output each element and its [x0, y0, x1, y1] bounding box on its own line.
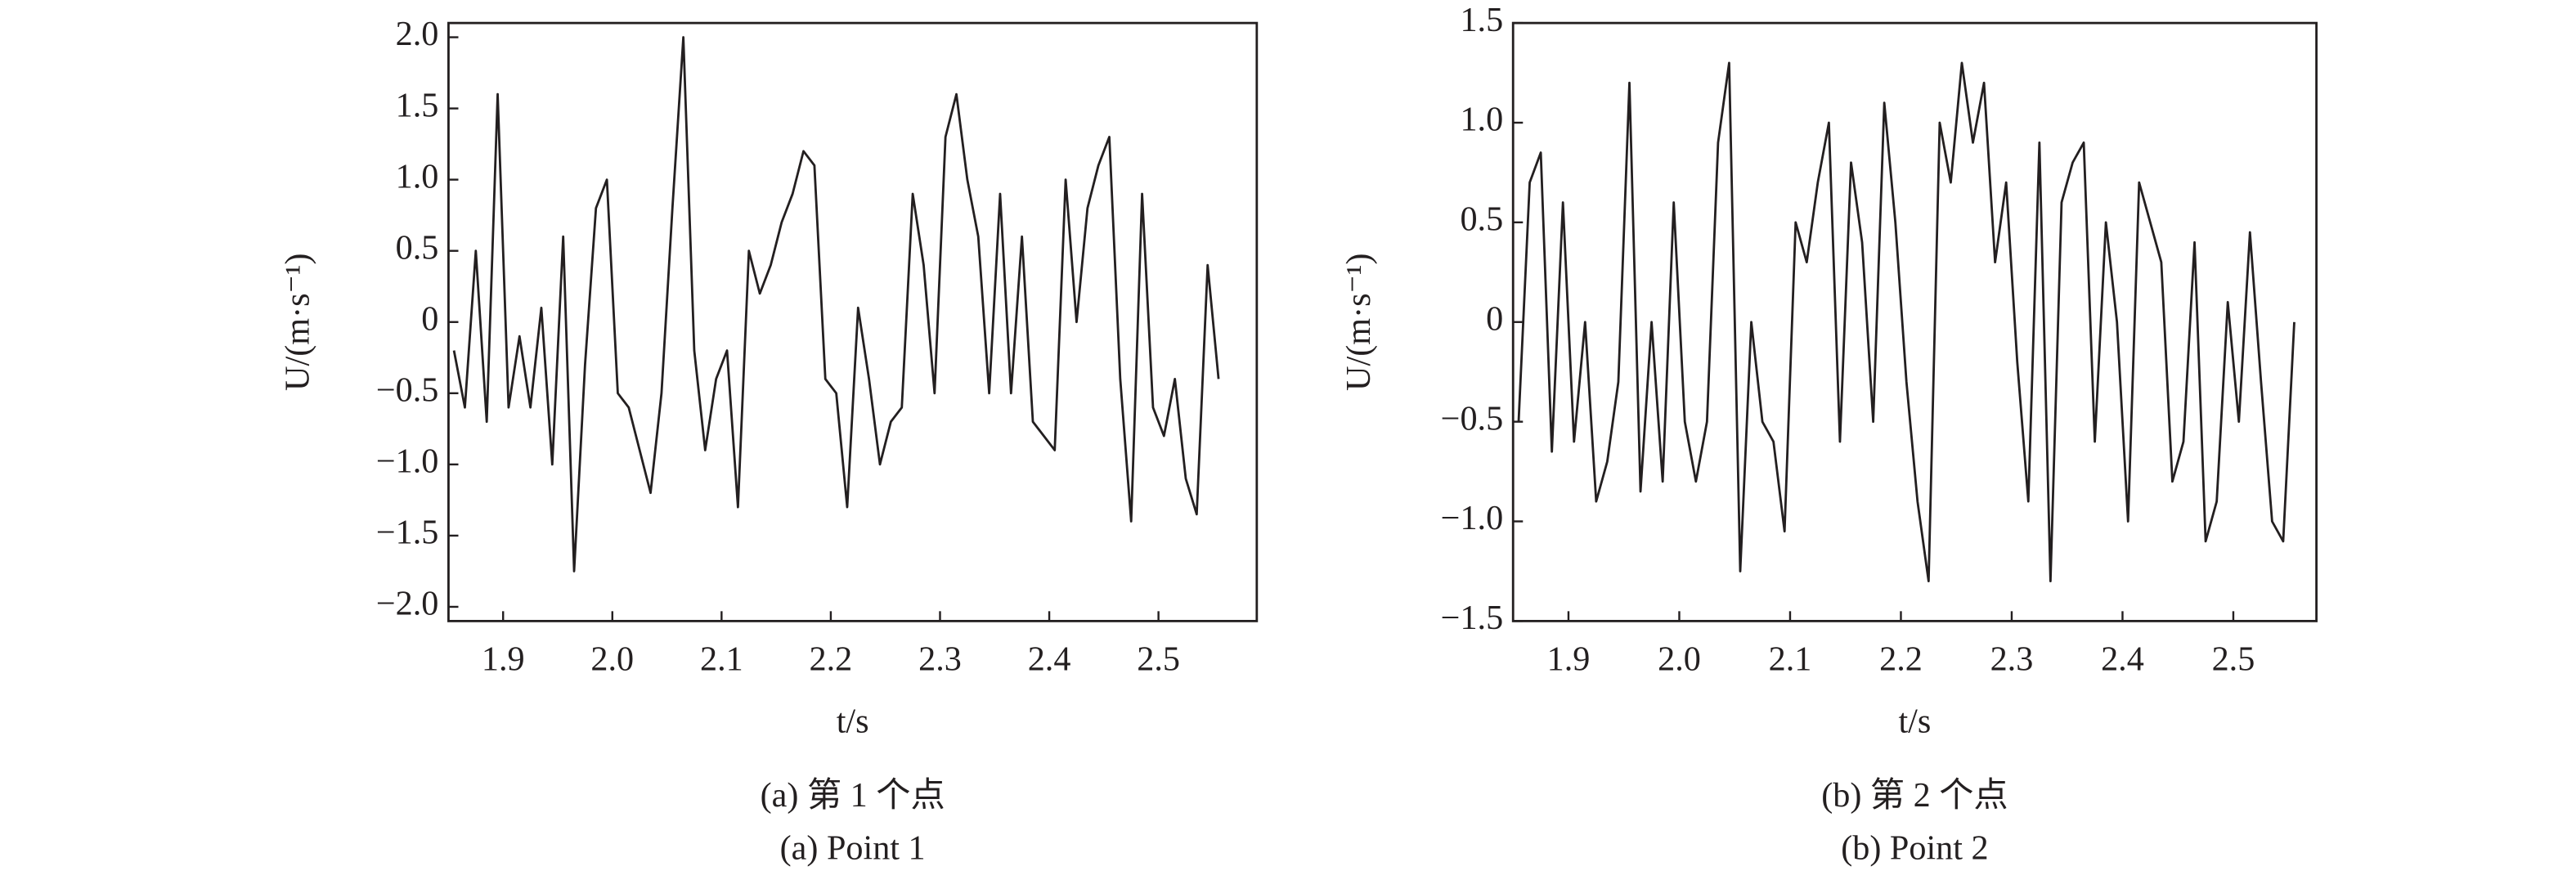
y-tick-label: −0.5	[1441, 399, 1504, 438]
x-tick-label: 2.3	[918, 640, 962, 678]
x-tick-label: 2.4	[1028, 640, 1071, 678]
x-axis-label: t/s	[837, 703, 869, 741]
y-tick-label: −1.0	[376, 442, 439, 481]
x-tick-label: 2.3	[1990, 640, 2034, 678]
y-tick-label: 0	[421, 299, 438, 338]
x-tick-label: 2.1	[700, 640, 743, 678]
y-tick-label: 2.0	[396, 15, 439, 53]
x-tick-label: 2.2	[810, 640, 853, 678]
y-tick-label: −0.5	[376, 371, 439, 410]
y-tick-label: −2.0	[376, 585, 439, 623]
y-tick-label: −1.0	[1441, 499, 1504, 537]
y-axis-label: U/(m·s⁻¹)	[278, 254, 316, 391]
y-tick-label: 0.5	[396, 228, 439, 267]
subcaption: (b) Point 2	[1841, 828, 1988, 867]
subcaption: (a) Point 1	[780, 828, 926, 867]
x-tick-label: 2.5	[2212, 640, 2255, 678]
y-axis-label: U/(m·s⁻¹)	[1340, 254, 1378, 391]
y-tick-label: 1.5	[396, 86, 439, 124]
caption: (a) 第 1 个点	[761, 776, 945, 815]
x-tick-label: 2.0	[590, 640, 634, 678]
y-tick-label: −1.5	[1441, 599, 1504, 637]
data-line	[452, 36, 1220, 572]
plot-frame	[447, 21, 1259, 622]
plot-frame	[1511, 21, 2318, 622]
y-tick-label: 1.5	[1460, 1, 1503, 39]
y-tick-label: 1.0	[396, 157, 439, 195]
y-tick-label: −1.5	[376, 514, 439, 552]
x-tick-label: 1.9	[482, 640, 525, 678]
x-axis-label: t/s	[1898, 703, 1931, 741]
x-tick-label: 2.1	[1769, 640, 1812, 678]
x-tick-label: 2.0	[1658, 640, 1701, 678]
x-tick-label: 2.2	[1879, 640, 1923, 678]
x-tick-label: 2.5	[1137, 640, 1180, 678]
y-tick-label: 0.5	[1460, 200, 1503, 239]
y-tick-label: 0	[1486, 299, 1503, 338]
data-line	[1517, 61, 2296, 583]
x-tick-label: 2.4	[2101, 640, 2144, 678]
x-tick-label: 1.9	[1547, 640, 1591, 678]
y-tick-label: 1.0	[1460, 101, 1503, 139]
caption: (b) 第 2 个点	[1821, 776, 2008, 815]
